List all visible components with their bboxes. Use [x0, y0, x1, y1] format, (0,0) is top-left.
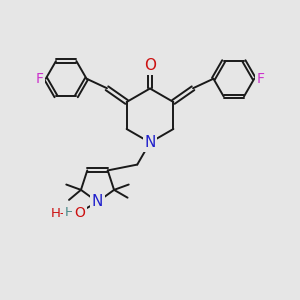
Text: H-O: H-O: [51, 207, 76, 220]
Text: H: H: [65, 206, 75, 219]
Text: N: N: [92, 194, 103, 209]
Text: F: F: [35, 72, 43, 86]
Text: N: N: [144, 135, 156, 150]
Text: F: F: [257, 72, 265, 86]
Text: O: O: [74, 206, 85, 220]
Text: O: O: [144, 58, 156, 73]
